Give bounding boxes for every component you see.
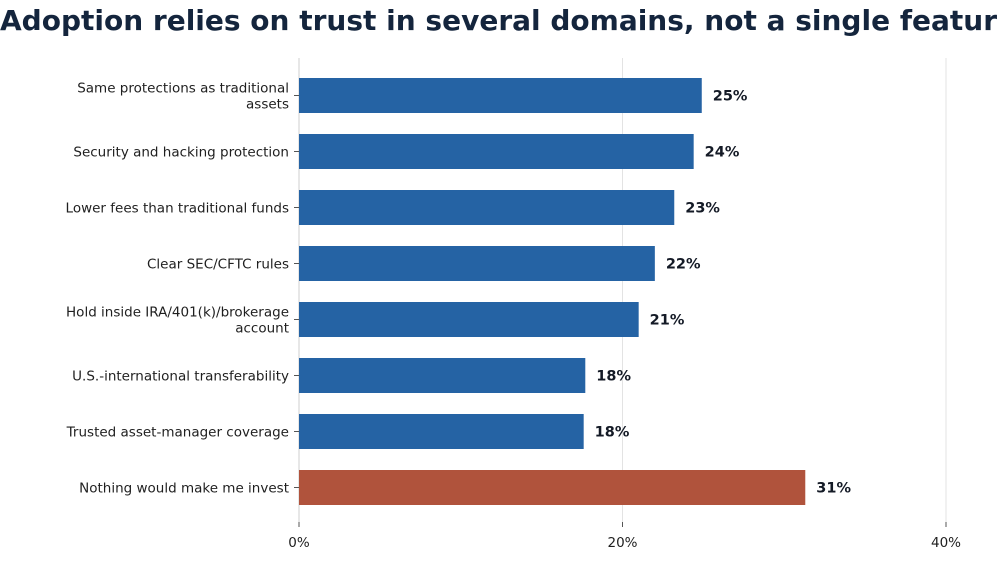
bar-5 bbox=[299, 358, 586, 393]
value-label-1: 24% bbox=[705, 145, 740, 161]
category-labels: Same protections as traditional assets Sec… bbox=[66, 81, 289, 497]
x-axis-ticks: 0% 20% 40% bbox=[288, 95, 961, 551]
category-label-4: Hold inside IRA/401(k)/brokerage account bbox=[66, 305, 289, 337]
bar-3 bbox=[299, 246, 655, 281]
bar-1 bbox=[299, 134, 694, 169]
category-label-3: Clear SEC/CFTC rules bbox=[147, 257, 289, 273]
value-label-5: 18% bbox=[596, 369, 631, 385]
value-label-6: 18% bbox=[595, 425, 630, 441]
x-tick-label-0: 0% bbox=[288, 535, 310, 551]
bar-6 bbox=[299, 414, 584, 449]
x-tick-label-2: 40% bbox=[931, 535, 961, 551]
x-tick-label-1: 20% bbox=[607, 535, 637, 551]
value-label-2: 23% bbox=[685, 201, 720, 217]
value-label-7: 31% bbox=[816, 481, 851, 497]
chart-title: Adoption relies on trust in several doma… bbox=[0, 4, 997, 37]
category-label-7: Nothing would make me invest bbox=[79, 481, 289, 497]
grid-lines bbox=[298, 58, 947, 522]
category-label-0: Same protections as traditional assets bbox=[77, 81, 289, 113]
value-label-4: 21% bbox=[650, 313, 685, 329]
bar-2 bbox=[299, 190, 675, 225]
bar-0 bbox=[299, 78, 702, 113]
category-label-2: Lower fees than traditional funds bbox=[66, 201, 289, 217]
value-label-3: 22% bbox=[666, 257, 701, 273]
bars bbox=[299, 78, 806, 505]
bar-7 bbox=[299, 470, 806, 505]
value-label-0: 25% bbox=[713, 89, 748, 105]
category-label-6: Trusted asset-manager coverage bbox=[66, 425, 289, 441]
category-label-1: Security and hacking protection bbox=[73, 145, 289, 161]
category-label-5: U.S.-international transferability bbox=[72, 369, 289, 385]
value-labels: 25% 24% 23% 22% 21% 18% 18% 31% bbox=[595, 89, 852, 497]
bar-4 bbox=[299, 302, 639, 337]
